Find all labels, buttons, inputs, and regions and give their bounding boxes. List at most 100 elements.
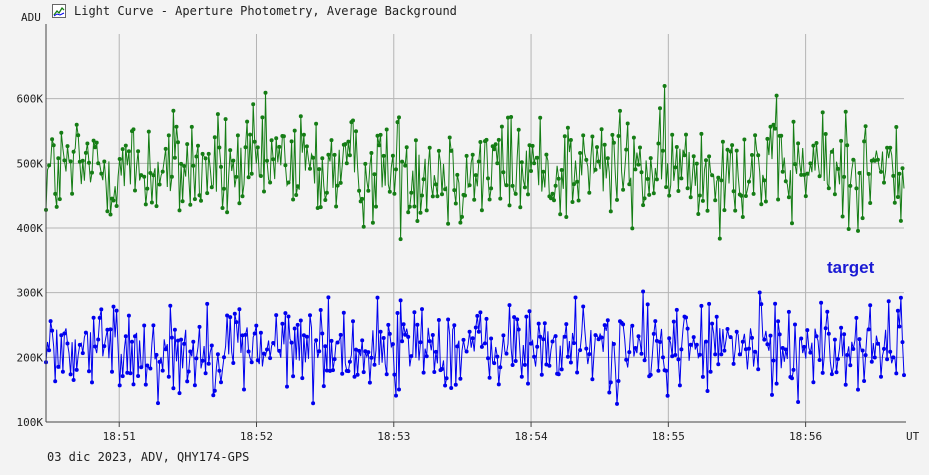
comparison-series-point: [854, 186, 859, 191]
target-series-point: [71, 378, 76, 382]
comparison-series-point: [891, 173, 896, 178]
comparison-series-point: [518, 205, 523, 210]
comparison-series-point: [91, 138, 96, 143]
y-tick-label: 200K: [17, 351, 44, 364]
target-series-point: [418, 340, 423, 345]
target-series-point: [323, 344, 328, 349]
target-series-point: [246, 349, 251, 354]
comparison-series-point: [882, 180, 886, 185]
comparison-series-point: [108, 212, 113, 217]
comparison-series-point: [215, 112, 220, 117]
target-series-point: [656, 368, 661, 373]
target-series-point: [168, 303, 173, 308]
comparison-series-point: [51, 143, 56, 148]
comparison-series-point: [742, 137, 747, 142]
target-series-point: [607, 390, 612, 395]
comparison-series-point: [872, 158, 877, 163]
comparison-series-point: [163, 146, 168, 151]
target-series-point: [808, 350, 813, 355]
target-series-point: [616, 379, 621, 383]
target-series-point: [605, 318, 610, 323]
comparison-series-point: [271, 157, 276, 162]
target-series-point: [128, 371, 133, 376]
comparison-series-point: [900, 166, 905, 171]
target-series-point: [708, 369, 713, 374]
target-series-point: [289, 340, 294, 345]
comparison-series-point: [467, 183, 472, 188]
target-series-point: [621, 322, 626, 327]
target-series-point: [156, 401, 160, 406]
comparison-series-point: [894, 125, 899, 129]
comparison-series-point: [529, 169, 533, 173]
target-series-point: [191, 339, 196, 344]
target-series-point: [489, 336, 494, 341]
comparison-series-point: [753, 133, 758, 138]
target-series-point: [743, 347, 748, 352]
comparison-series-point: [776, 197, 781, 202]
comparison-series-point: [476, 159, 481, 164]
target-series-point: [80, 351, 85, 356]
comparison-series-point: [570, 200, 575, 204]
target-series-point: [710, 321, 715, 326]
target-series-point: [667, 336, 672, 341]
comparison-series-point: [392, 191, 397, 196]
comparison-series-point: [160, 169, 165, 174]
target-series-point: [756, 367, 761, 372]
target-series-point: [898, 295, 903, 300]
chart-title: Light Curve - Aperture Photometry, Avera…: [74, 4, 457, 18]
comparison-series-point: [452, 188, 457, 193]
comparison-series-point: [504, 183, 509, 188]
target-series-point: [406, 334, 411, 339]
target-series-point: [277, 348, 282, 353]
comparison-series-point: [803, 194, 808, 199]
target-series-point: [249, 360, 254, 365]
target-series-point: [421, 370, 426, 375]
target-series-point: [205, 301, 210, 306]
target-series-point: [211, 393, 216, 398]
target-series-point: [473, 325, 478, 330]
target-series-point: [765, 342, 770, 347]
comparison-series-point: [166, 133, 171, 138]
target-series-point: [430, 333, 435, 337]
target-series-point: [301, 333, 306, 338]
comparison-series-point: [621, 187, 626, 192]
comparison-series-point: [670, 132, 675, 137]
comparison-series-point: [70, 191, 75, 196]
comparison-series-point: [199, 198, 203, 203]
target-series-point: [526, 381, 530, 386]
target-series-point: [885, 357, 890, 362]
target-series-point: [581, 304, 586, 309]
comparison-series-point: [133, 188, 137, 193]
target-series-point: [562, 334, 567, 339]
target-series-point: [384, 372, 389, 377]
target-series-point: [826, 331, 831, 336]
comparison-series-point: [541, 169, 546, 174]
comparison-series-point: [713, 198, 718, 203]
comparison-series-point: [799, 172, 804, 177]
comparison-series-point: [820, 110, 825, 115]
comparison-series-point: [679, 176, 684, 181]
comparison-series-point: [421, 177, 426, 182]
target-series-point: [285, 384, 289, 389]
comparison-series-point: [378, 132, 383, 137]
comparison-series-point: [720, 139, 725, 144]
comparison-series-point: [793, 162, 797, 167]
comparison-series-point: [384, 127, 389, 132]
target-series-point: [136, 374, 141, 378]
target-series-point: [62, 331, 67, 336]
comparison-series-point: [90, 170, 94, 175]
target-series-point: [335, 340, 340, 345]
target-series-point: [845, 353, 850, 357]
comparison-series-point: [486, 176, 490, 181]
target-series-point: [770, 392, 774, 397]
target-series-point: [400, 339, 405, 344]
comparison-series-point: [243, 145, 248, 150]
target-series-point: [819, 300, 824, 305]
target-series-point: [793, 322, 797, 327]
target-series-point: [298, 318, 303, 323]
comparison-series-point: [829, 149, 834, 154]
comparison-series-point: [790, 221, 794, 226]
comparison-series-point: [329, 138, 334, 143]
comparison-series-point: [93, 145, 98, 150]
target-series-point: [486, 356, 490, 361]
